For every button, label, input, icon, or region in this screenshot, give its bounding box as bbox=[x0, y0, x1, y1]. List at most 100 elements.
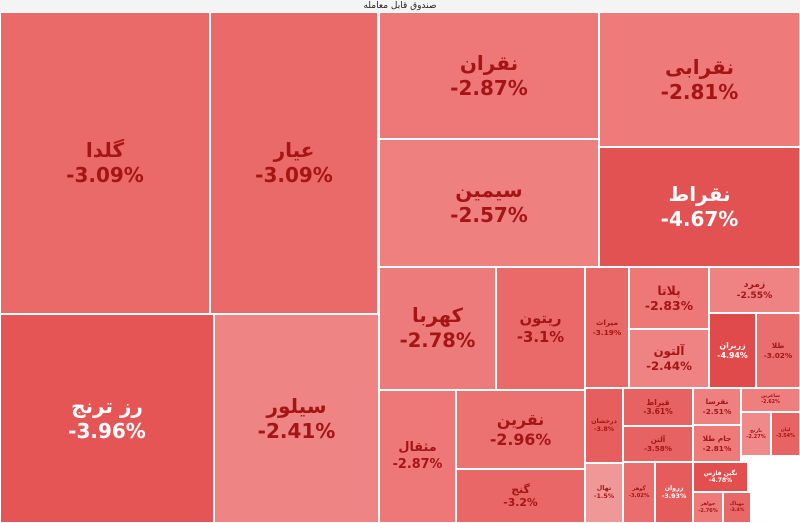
tile-name: ساغرین bbox=[761, 394, 780, 400]
tile-value: -3.19% bbox=[592, 327, 622, 337]
tile: کهربا -2.78% bbox=[379, 267, 496, 390]
tile: میراث -3.19% bbox=[585, 267, 629, 388]
tile: ریتون -3.1% bbox=[496, 267, 585, 390]
tile: ساغرین -2.62% bbox=[741, 388, 800, 412]
tile-name: تهال bbox=[596, 485, 612, 493]
treemap: گلدا -3.09% عیار -3.09% رز ترنج -3.96% سیلور -2… bbox=[0, 12, 800, 523]
tile-value: -3.58% bbox=[644, 444, 672, 453]
tile-name: عیار bbox=[273, 138, 315, 162]
tile-name: مهیاگ bbox=[729, 501, 745, 507]
tile-value: -2.44% bbox=[646, 358, 692, 373]
tile-value: -2.78% bbox=[399, 328, 476, 352]
tile-name: گنج bbox=[511, 482, 530, 496]
tile-value: -2.96% bbox=[489, 429, 552, 449]
tile-name: سیلور bbox=[266, 393, 327, 418]
tile-name: نقرابی bbox=[665, 54, 734, 79]
tile: جواهر -2.76% bbox=[693, 492, 723, 523]
tile-value: -2.57% bbox=[450, 203, 528, 227]
tile: زروان -3.93% bbox=[655, 462, 693, 523]
tile-name: آلتن bbox=[650, 435, 666, 444]
tile-name: نارنج bbox=[749, 427, 763, 434]
tile-value: -3.54% bbox=[776, 434, 795, 439]
tile: نقراط -4.67% bbox=[599, 147, 800, 267]
tile-name: پلاتا bbox=[657, 282, 681, 298]
tile-value: -3.61% bbox=[643, 407, 673, 416]
tile: درخشان -3.8% bbox=[585, 388, 623, 463]
tile: نقرین -2.96% bbox=[456, 390, 585, 469]
tile-name: قیراط bbox=[646, 397, 670, 407]
tile-name: جواهر bbox=[700, 501, 716, 508]
tile-name: ریتون bbox=[519, 309, 562, 327]
tile: نقرابی -2.81% bbox=[599, 12, 800, 147]
tile-value: -2.51% bbox=[702, 406, 732, 416]
tile-value: -3.8% bbox=[593, 425, 615, 433]
tile-value: -2.83% bbox=[644, 298, 694, 313]
tile-value: -4.94% bbox=[717, 350, 748, 360]
tile: گنج -3.2% bbox=[456, 469, 585, 523]
tile-value: -3.09% bbox=[66, 163, 144, 187]
tile-value: -1.5% bbox=[593, 493, 615, 500]
tile-name: گوهر bbox=[632, 485, 646, 492]
tile: نقرسا -2.51% bbox=[693, 388, 741, 425]
tile-value: -2.76% bbox=[698, 507, 718, 514]
tile-name: زربران bbox=[719, 340, 746, 350]
tile-name: درخشان bbox=[591, 417, 617, 425]
tile-value: -2.81% bbox=[702, 443, 732, 453]
tile: سیمین -2.57% bbox=[379, 139, 599, 267]
tile: عیار -3.09% bbox=[210, 12, 378, 314]
tile: لیان -3.54% bbox=[771, 412, 800, 456]
tile-value: -4.67% bbox=[660, 207, 739, 231]
tile: سیلور -2.41% bbox=[214, 314, 379, 523]
tile-name: زمرد bbox=[743, 278, 766, 290]
tile-name: رز ترنج bbox=[71, 393, 143, 418]
tile: نگین فارس -4.78% bbox=[693, 462, 748, 492]
chart-title: صندوق قابل معامله bbox=[0, 0, 800, 12]
tile-value: -2.41% bbox=[257, 418, 336, 443]
tile: جام طلا -2.81% bbox=[693, 425, 741, 462]
tile-value: -3.93% bbox=[661, 492, 687, 500]
tile-value: -3.1% bbox=[516, 328, 565, 346]
tile-value: -3.96% bbox=[68, 418, 146, 443]
tile-name: کهربا bbox=[412, 304, 463, 328]
tile-value: -3.09% bbox=[255, 163, 333, 187]
tile-name: گلدا bbox=[85, 138, 125, 162]
tile: گوهر -3.02% bbox=[623, 462, 655, 523]
tile-value: -4.78% bbox=[708, 477, 733, 484]
tile: نارنج -2.27% bbox=[741, 412, 771, 456]
tile-value: -2.62% bbox=[761, 400, 780, 405]
tile-value: -2.81% bbox=[660, 79, 739, 104]
tile: زمرد -2.55% bbox=[709, 267, 800, 313]
tile: رز ترنج -3.96% bbox=[0, 314, 214, 523]
tile: تهال -1.5% bbox=[585, 463, 623, 523]
tile-value: -2.87% bbox=[392, 456, 443, 472]
tile-name: نقراط bbox=[668, 182, 731, 206]
tile-name: نگین فارس bbox=[703, 469, 738, 477]
tile: آلتن -3.58% bbox=[623, 426, 693, 462]
tile: طلا -3.02% bbox=[756, 313, 800, 388]
tile-name: نقرین bbox=[496, 409, 545, 429]
tile: مثقال -2.87% bbox=[379, 390, 456, 523]
tile-value: -3.02% bbox=[763, 350, 793, 360]
tile-value: -2.87% bbox=[450, 75, 528, 100]
tile-name: نقران bbox=[459, 50, 519, 75]
tile-value: -2.27% bbox=[746, 434, 766, 440]
tile: گلدا -3.09% bbox=[0, 12, 210, 314]
tile-name: جام طلا bbox=[702, 434, 732, 444]
tile: قیراط -3.61% bbox=[623, 388, 693, 426]
tile-name: طلا bbox=[771, 341, 785, 351]
tile-value: -2.55% bbox=[736, 290, 773, 301]
tile-name: نقرسا bbox=[705, 397, 729, 407]
tile-name: لیان bbox=[780, 427, 791, 433]
tile: نقران -2.87% bbox=[379, 12, 599, 139]
tile-name: آلتون bbox=[653, 343, 685, 358]
tile: مهیاگ -3.4% bbox=[723, 492, 751, 523]
tile-value: -3.2% bbox=[503, 496, 538, 509]
tile-name: مثقال bbox=[398, 440, 437, 456]
tile-value: -3.4% bbox=[729, 507, 745, 513]
tile: پلاتا -2.83% bbox=[629, 267, 709, 329]
tile-name: سیمین bbox=[455, 178, 523, 202]
tile-value: -3.02% bbox=[628, 492, 650, 499]
tile: آلتون -2.44% bbox=[629, 329, 709, 388]
tile: زربران -4.94% bbox=[709, 313, 756, 388]
